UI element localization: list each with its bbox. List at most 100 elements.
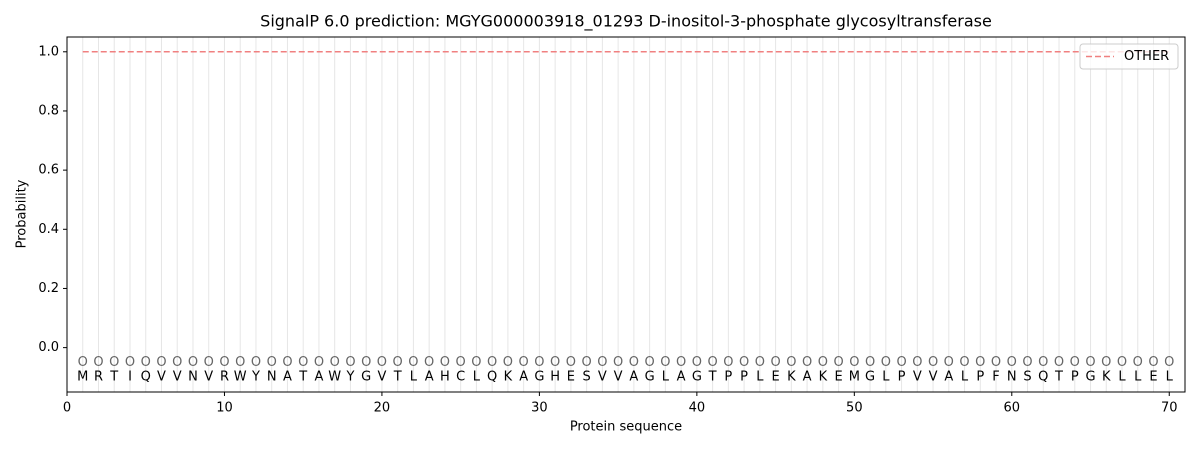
sequence-letter: R bbox=[94, 370, 103, 385]
residue-label: O bbox=[1007, 355, 1017, 370]
residue-label: O bbox=[707, 355, 717, 370]
sequence-letter: A bbox=[519, 370, 528, 385]
sequence-letter: V bbox=[157, 370, 166, 385]
sequence-letter: P bbox=[1071, 370, 1079, 385]
sequence-letter: T bbox=[298, 370, 307, 385]
sequence-letter: S bbox=[1023, 370, 1031, 385]
y-tick-label: 0.4 bbox=[38, 222, 59, 237]
sequence-letter: A bbox=[944, 370, 953, 385]
residue-label: O bbox=[377, 355, 387, 370]
sequence-letter: Q bbox=[487, 370, 497, 385]
residue-label: O bbox=[219, 355, 229, 370]
sequence-letter: V bbox=[614, 370, 623, 385]
sequence-letter: V bbox=[929, 370, 938, 385]
residue-label: O bbox=[770, 355, 780, 370]
residue-label: O bbox=[471, 355, 481, 370]
residue-label: O bbox=[534, 355, 544, 370]
legend-label: OTHER bbox=[1124, 49, 1169, 64]
sequence-letter: Y bbox=[345, 370, 354, 385]
residue-label: O bbox=[1133, 355, 1143, 370]
x-axis-label: Protein sequence bbox=[570, 420, 682, 435]
residue-label: O bbox=[660, 355, 670, 370]
residue-label: O bbox=[629, 355, 639, 370]
residue-label: O bbox=[519, 355, 529, 370]
sequence-letter: Q bbox=[1038, 370, 1048, 385]
sequence-letter: P bbox=[740, 370, 748, 385]
residue-label: O bbox=[393, 355, 403, 370]
sequence-letter: K bbox=[504, 370, 513, 385]
residue-label: O bbox=[865, 355, 875, 370]
residue-label: O bbox=[818, 355, 828, 370]
sequence-letter: A bbox=[314, 370, 323, 385]
sequence-letter: V bbox=[913, 370, 922, 385]
sequence-letter: H bbox=[550, 370, 560, 385]
x-tick-label: 20 bbox=[374, 401, 391, 416]
residue-label: O bbox=[424, 355, 434, 370]
y-tick-label: 1.0 bbox=[38, 44, 59, 59]
residue-label: O bbox=[78, 355, 88, 370]
residue-label: O bbox=[739, 355, 749, 370]
x-tick-label: 50 bbox=[846, 401, 863, 416]
x-tick-label: 60 bbox=[1004, 401, 1021, 416]
sequence-letter: T bbox=[393, 370, 402, 385]
sequence-letter: T bbox=[109, 370, 118, 385]
residue-label: O bbox=[1022, 355, 1032, 370]
chart-title: SignalP 6.0 prediction: MGYG000003918_01… bbox=[260, 12, 992, 32]
sequence-letter: N bbox=[1007, 370, 1017, 385]
residue-label: O bbox=[456, 355, 466, 370]
sequence-letter: K bbox=[787, 370, 796, 385]
residue-label: O bbox=[613, 355, 623, 370]
sequence-letter: L bbox=[756, 370, 764, 385]
residue-label: O bbox=[1164, 355, 1174, 370]
sequence-letter: A bbox=[803, 370, 812, 385]
sequence-letter: T bbox=[708, 370, 717, 385]
sequence-letter: K bbox=[1102, 370, 1111, 385]
sequence-letter: I bbox=[128, 370, 132, 385]
sequence-letter: L bbox=[662, 370, 670, 385]
residue-label: O bbox=[282, 355, 292, 370]
x-tick-label: 40 bbox=[689, 401, 706, 416]
residue-label: O bbox=[251, 355, 261, 370]
residue-label: O bbox=[298, 355, 308, 370]
sequence-letter: V bbox=[204, 370, 213, 385]
residue-label: O bbox=[692, 355, 702, 370]
y-tick-label: 0.0 bbox=[38, 340, 59, 355]
residue-label: O bbox=[487, 355, 497, 370]
sequence-letter: V bbox=[598, 370, 607, 385]
residue-label: O bbox=[991, 355, 1001, 370]
residue-label: O bbox=[93, 355, 103, 370]
sequence-letter: L bbox=[1166, 370, 1174, 385]
residue-label: O bbox=[582, 355, 592, 370]
residue-label: O bbox=[125, 355, 135, 370]
sequence-letter: E bbox=[1149, 370, 1157, 385]
x-tick-label: 30 bbox=[531, 401, 548, 416]
residue-label: O bbox=[188, 355, 198, 370]
sequence-letter: L bbox=[410, 370, 418, 385]
residue-label: O bbox=[503, 355, 513, 370]
residue-label: O bbox=[1148, 355, 1158, 370]
sequence-letter: E bbox=[771, 370, 779, 385]
residue-label: O bbox=[645, 355, 655, 370]
residue-label: O bbox=[330, 355, 340, 370]
residue-label: O bbox=[156, 355, 166, 370]
residue-label: O bbox=[235, 355, 245, 370]
x-tick-label: 0 bbox=[63, 401, 71, 416]
sequence-letter: A bbox=[283, 370, 292, 385]
residue-label: O bbox=[928, 355, 938, 370]
y-tick-label: 0.2 bbox=[38, 281, 59, 296]
residue-label: O bbox=[676, 355, 686, 370]
residue-label: O bbox=[755, 355, 765, 370]
sequence-letter: P bbox=[898, 370, 906, 385]
sequence-letter: F bbox=[992, 370, 999, 385]
sequence-letter: G bbox=[534, 370, 544, 385]
sequence-letter: E bbox=[834, 370, 842, 385]
residue-label: O bbox=[802, 355, 812, 370]
sequence-letter: G bbox=[361, 370, 371, 385]
sequence-letter: P bbox=[724, 370, 732, 385]
sequence-letter: G bbox=[865, 370, 875, 385]
residue-label: O bbox=[109, 355, 119, 370]
residue-label: O bbox=[912, 355, 922, 370]
sequence-letter: W bbox=[328, 370, 341, 385]
sequence-letter: C bbox=[456, 370, 465, 385]
residue-label: O bbox=[550, 355, 560, 370]
